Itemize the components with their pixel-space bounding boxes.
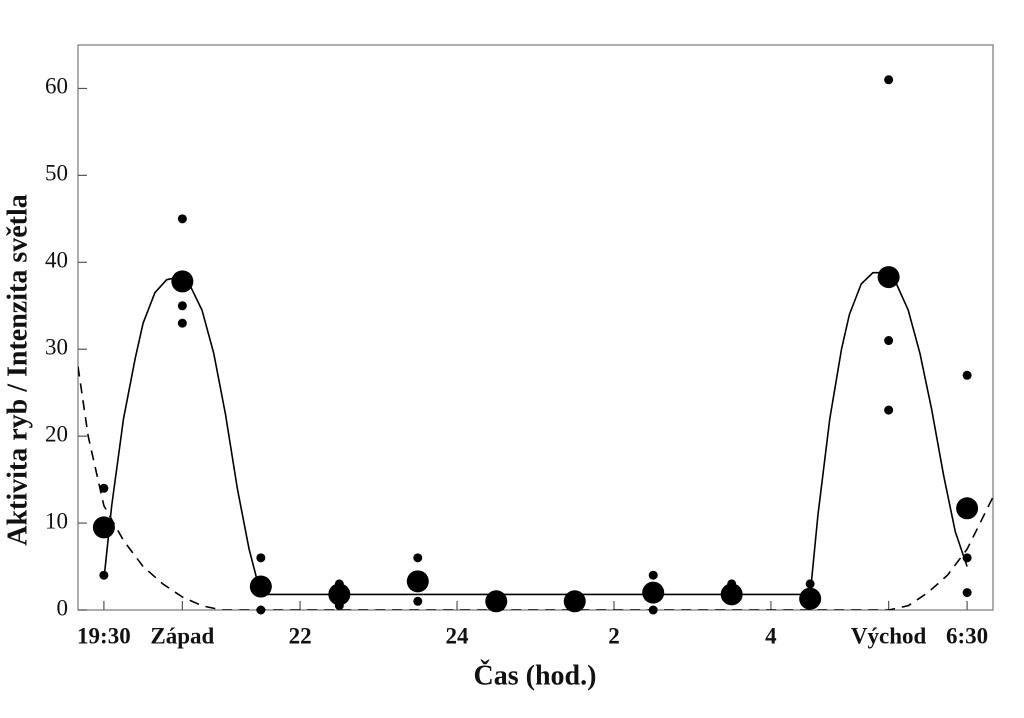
data-point	[884, 405, 894, 415]
mean-point	[92, 516, 115, 539]
y-axis-title: Aktivita ryb / Intenzita světla	[2, 194, 33, 546]
mean-point	[485, 590, 508, 613]
mean-point	[249, 575, 272, 598]
y-tick-label: 0	[57, 595, 69, 620]
y-tick-label: 10	[45, 508, 68, 533]
data-point	[413, 596, 423, 606]
x-tick-label: 4	[765, 623, 777, 648]
x-tick-label: 24	[446, 623, 470, 648]
data-point	[962, 553, 972, 563]
y-tick-label: 20	[45, 421, 68, 446]
mean-point	[956, 497, 979, 520]
data-point	[648, 570, 658, 580]
y-tick-label: 30	[45, 335, 68, 360]
data-point	[177, 301, 187, 311]
mean-point	[328, 583, 351, 606]
fit-curve	[103, 271, 968, 596]
data-point	[962, 370, 972, 380]
data-point	[177, 318, 187, 328]
mean-point	[563, 590, 586, 613]
light-curve	[78, 366, 993, 610]
x-tick-label: 6:30	[946, 623, 988, 648]
mean-point	[406, 570, 429, 593]
data-point	[177, 214, 187, 224]
plot-frame	[77, 44, 994, 611]
x-axis-title: Čas (hod.)	[474, 660, 597, 691]
data-point	[648, 605, 658, 615]
mean-point	[720, 583, 743, 606]
data-point	[99, 570, 109, 580]
data-point	[99, 483, 109, 493]
y-tick-label: 60	[45, 74, 68, 99]
data-point	[256, 605, 266, 615]
data-point	[884, 75, 894, 85]
mean-point	[799, 587, 822, 610]
x-tick-label: Západ	[150, 623, 214, 648]
data-point	[413, 553, 423, 563]
data-point	[884, 336, 894, 346]
data-point	[256, 553, 266, 563]
mean-point	[642, 581, 665, 604]
x-tick-label: 2	[608, 623, 620, 648]
x-tick-label: 19:30	[77, 623, 131, 648]
y-tick-label: 50	[45, 161, 68, 186]
x-tick-label: Východ	[851, 623, 927, 648]
mean-point	[877, 266, 900, 289]
data-point	[962, 588, 972, 598]
x-tick-label: 22	[289, 623, 312, 648]
y-tick-label: 40	[45, 248, 68, 273]
data-point	[805, 579, 815, 589]
mean-point	[171, 270, 194, 293]
